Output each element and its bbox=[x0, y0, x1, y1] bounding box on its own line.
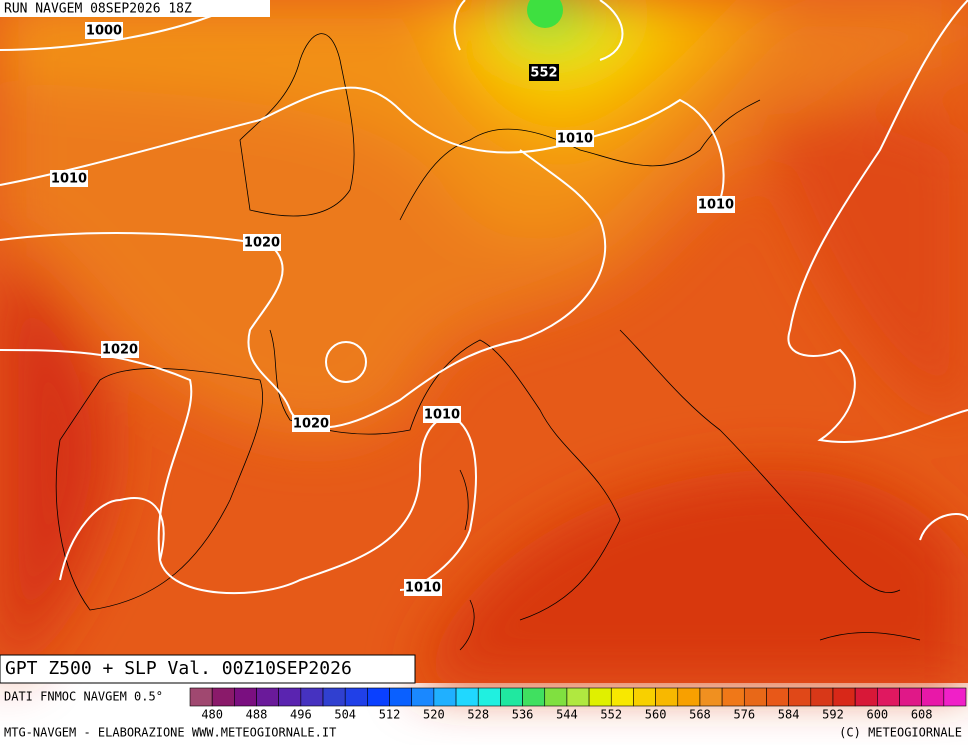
color-swatch bbox=[810, 687, 834, 707]
color-swatch bbox=[522, 687, 546, 707]
legend-tick-label: 488 bbox=[246, 708, 268, 722]
label-box bbox=[529, 64, 559, 81]
label-box bbox=[85, 22, 123, 39]
label-box bbox=[556, 130, 594, 147]
legend-tick-label: 592 bbox=[822, 708, 844, 722]
color-swatch bbox=[921, 687, 945, 707]
legend-tick-label: 496 bbox=[290, 708, 312, 722]
legend-tick-label: 576 bbox=[733, 708, 755, 722]
color-swatch bbox=[477, 687, 501, 707]
color-swatch bbox=[721, 687, 745, 707]
color-swatch bbox=[877, 687, 900, 707]
color-swatch bbox=[411, 687, 435, 707]
color-swatch bbox=[389, 687, 413, 707]
color-swatch bbox=[367, 687, 390, 707]
color-swatch bbox=[544, 687, 568, 707]
color-swatch bbox=[455, 687, 479, 707]
run-header: RUN NAVGEM 08SEP2026 18Z bbox=[4, 2, 192, 17]
color-swatch bbox=[633, 687, 656, 707]
color-swatch bbox=[832, 687, 856, 707]
label-box bbox=[423, 406, 461, 423]
contour-label: 1010 bbox=[424, 408, 460, 423]
color-swatch bbox=[278, 687, 302, 707]
contour-label: 1020 bbox=[244, 236, 280, 251]
legend-tick-label: 544 bbox=[556, 708, 578, 722]
legend-tick-label: 560 bbox=[645, 708, 667, 722]
contour-label: 1010 bbox=[698, 198, 734, 213]
legend-tick-label: 528 bbox=[467, 708, 489, 722]
legend-tick-label: 512 bbox=[379, 708, 401, 722]
legend-tick-label: 536 bbox=[512, 708, 534, 722]
color-swatch bbox=[234, 687, 257, 707]
color-swatch bbox=[766, 687, 789, 707]
label-box bbox=[697, 196, 735, 213]
legend-tick-label: 568 bbox=[689, 708, 711, 722]
color-swatch bbox=[322, 687, 346, 707]
color-swatch bbox=[943, 687, 967, 707]
color-swatch bbox=[211, 687, 235, 707]
color-swatch bbox=[300, 687, 324, 707]
legend-tick-label: 504 bbox=[334, 708, 356, 722]
legend-tick-label: 608 bbox=[911, 708, 933, 722]
color-swatch bbox=[610, 687, 634, 707]
color-swatch bbox=[899, 687, 922, 707]
color-swatch bbox=[854, 687, 878, 707]
legend-tick-label: 584 bbox=[778, 708, 800, 722]
footer-left: MTG-NAVGEM - ELABORAZIONE WWW.METEOGIORN… bbox=[4, 726, 336, 740]
color-swatch bbox=[344, 687, 368, 707]
color-swatch bbox=[677, 687, 701, 707]
contour-label: 1020 bbox=[102, 343, 138, 358]
contour-label: 1010 bbox=[405, 581, 441, 596]
title-box bbox=[0, 654, 416, 684]
contour-label: 1010 bbox=[557, 132, 593, 147]
color-swatch bbox=[500, 687, 523, 707]
color-legend: 480 488 496 504 512 520 528 536 544 552 560 568 576 5… bbox=[189, 687, 967, 722]
label-box bbox=[292, 415, 330, 432]
legend-tick-label: 600 bbox=[866, 708, 888, 722]
legend-source: DATI FNMOC NAVGEM 0.5° bbox=[4, 690, 163, 704]
legend-tick-label: 520 bbox=[423, 708, 445, 722]
coastlines bbox=[55, 33, 921, 651]
label-box bbox=[101, 341, 139, 358]
color-swatch bbox=[655, 687, 679, 707]
color-swatch bbox=[189, 687, 213, 707]
legend-tick-label: 552 bbox=[600, 708, 622, 722]
contour-label: 1020 bbox=[293, 417, 329, 432]
footer-right: (C) METEOGIORNALE bbox=[839, 726, 962, 740]
legend-tick-label: 480 bbox=[201, 708, 223, 722]
label-box bbox=[50, 170, 88, 187]
contour-label: 552 bbox=[530, 66, 557, 81]
color-swatch bbox=[699, 687, 723, 707]
header-box bbox=[0, 0, 270, 17]
label-box bbox=[404, 579, 442, 596]
contour-label: 1010 bbox=[51, 172, 87, 187]
color-swatch bbox=[743, 687, 767, 707]
color-swatch bbox=[433, 687, 457, 707]
label-box bbox=[243, 234, 281, 251]
color-swatch bbox=[256, 687, 279, 707]
contour-label: 1000 bbox=[86, 24, 122, 39]
color-swatch bbox=[788, 687, 812, 707]
map-title: GPT Z500 + SLP Val. 00Z10SEP2026 bbox=[5, 658, 352, 679]
contour-labels: 1000 1010 1020 1020 1020 1010 1010 1010 … bbox=[50, 22, 735, 596]
color-swatch bbox=[588, 687, 612, 707]
geopotential-field bbox=[0, 0, 968, 683]
color-swatch bbox=[566, 687, 590, 707]
